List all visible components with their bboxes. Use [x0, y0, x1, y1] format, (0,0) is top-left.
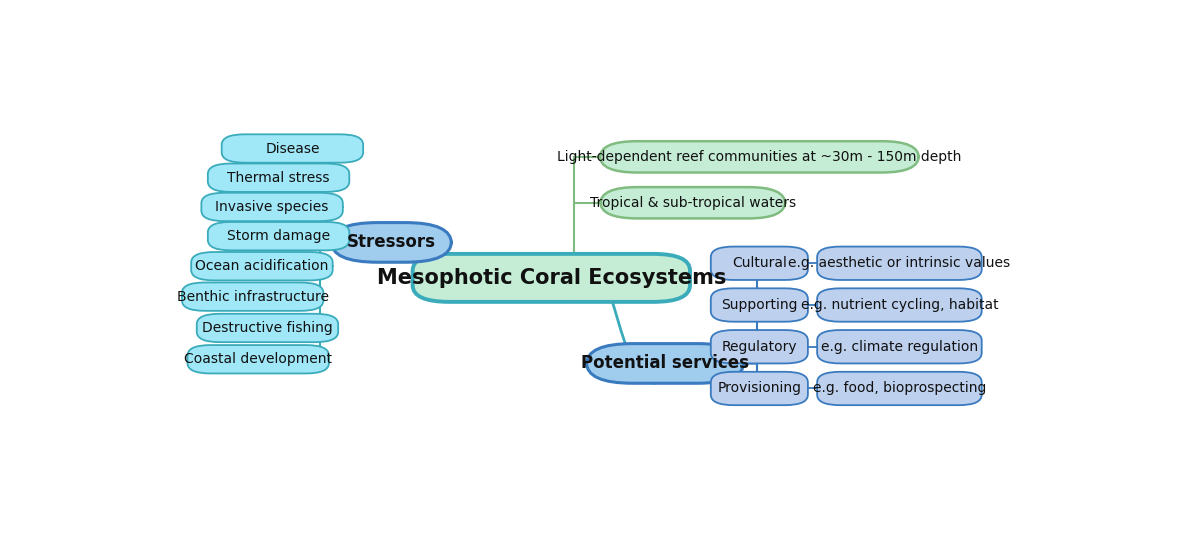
Text: Mesophotic Coral Ecosystems: Mesophotic Coral Ecosystems [377, 268, 727, 288]
FancyBboxPatch shape [711, 288, 808, 322]
Text: Cultural: Cultural [733, 256, 786, 270]
Text: Light-dependent reef communities at ~30m - 150m depth: Light-dependent reef communities at ~30m… [557, 150, 962, 164]
FancyBboxPatch shape [817, 372, 982, 405]
FancyBboxPatch shape [413, 254, 690, 302]
Text: Coastal development: Coastal development [184, 352, 332, 366]
Text: e.g. food, bioprospecting: e.g. food, bioprospecting [812, 382, 987, 396]
FancyBboxPatch shape [817, 330, 982, 364]
Text: Invasive species: Invasive species [216, 200, 329, 214]
Text: Thermal stress: Thermal stress [228, 171, 329, 185]
Text: Ocean acidification: Ocean acidification [196, 259, 328, 273]
FancyBboxPatch shape [332, 223, 451, 262]
Text: e.g. climate regulation: e.g. climate regulation [821, 340, 978, 354]
FancyBboxPatch shape [817, 247, 982, 280]
Text: Stressors: Stressors [347, 234, 435, 251]
FancyBboxPatch shape [208, 222, 350, 250]
FancyBboxPatch shape [197, 314, 338, 342]
Text: Potential services: Potential services [581, 354, 749, 372]
Text: Destructive fishing: Destructive fishing [202, 321, 333, 335]
FancyBboxPatch shape [817, 288, 982, 322]
FancyBboxPatch shape [711, 247, 808, 280]
Text: Supporting: Supporting [721, 298, 798, 312]
FancyBboxPatch shape [191, 252, 333, 280]
Text: Tropical & sub-tropical waters: Tropical & sub-tropical waters [589, 196, 796, 210]
FancyBboxPatch shape [202, 193, 342, 221]
FancyBboxPatch shape [600, 141, 919, 172]
FancyBboxPatch shape [187, 345, 329, 373]
Text: Provisioning: Provisioning [717, 382, 802, 396]
FancyBboxPatch shape [208, 164, 350, 192]
FancyBboxPatch shape [587, 344, 743, 383]
Text: e.g. aesthetic or intrinsic values: e.g. aesthetic or intrinsic values [789, 256, 1010, 270]
Text: Storm damage: Storm damage [227, 229, 330, 243]
Text: Benthic infrastructure: Benthic infrastructure [177, 289, 329, 304]
FancyBboxPatch shape [600, 187, 785, 218]
FancyBboxPatch shape [222, 134, 363, 163]
FancyBboxPatch shape [183, 282, 323, 311]
Text: e.g. nutrient cycling, habitat: e.g. nutrient cycling, habitat [801, 298, 999, 312]
FancyBboxPatch shape [711, 372, 808, 405]
FancyBboxPatch shape [711, 330, 808, 364]
Text: Regulatory: Regulatory [722, 340, 797, 354]
Text: Disease: Disease [265, 141, 320, 156]
